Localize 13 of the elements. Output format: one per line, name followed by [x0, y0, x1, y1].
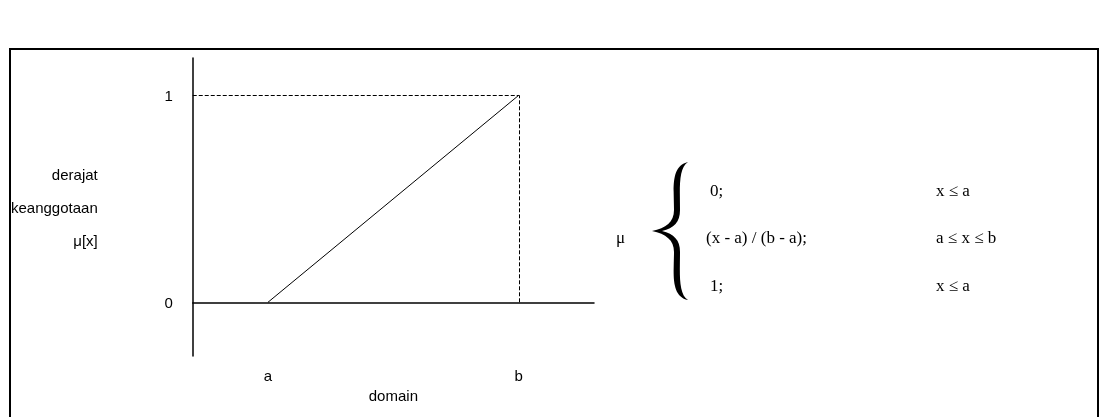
x-axis-title: domain	[368, 387, 418, 404]
y-tick-label: 1	[164, 86, 173, 104]
x-tick-label: a	[263, 367, 273, 385]
text: 0;	[710, 181, 724, 201]
text: μ	[616, 228, 626, 248]
text: (x - a) / (b - a);	[706, 228, 808, 248]
text: x ≤ a	[936, 276, 970, 296]
text: 1;	[710, 276, 724, 296]
y-axis-title: derajat keanggotaan μ[x]	[11, 165, 99, 249]
x-tick-label: b	[514, 367, 523, 385]
y-tick-label: 0	[164, 293, 173, 311]
text: x ≤ a	[936, 181, 970, 201]
text: a ≤ x ≤ b	[936, 228, 997, 248]
